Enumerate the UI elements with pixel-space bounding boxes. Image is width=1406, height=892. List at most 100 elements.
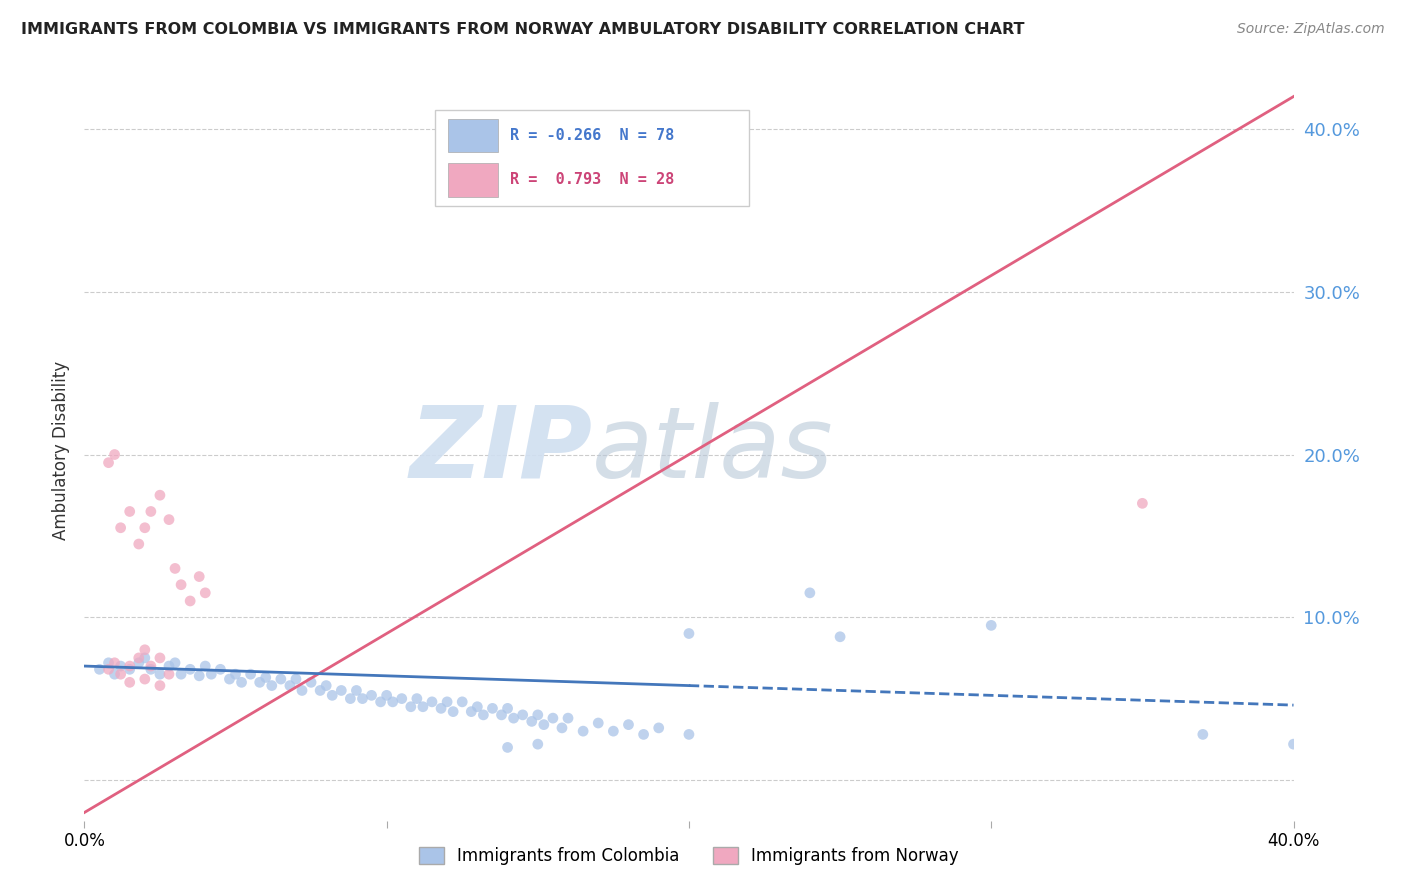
- Point: [128, 651, 150, 665]
- Point: [481, 701, 503, 715]
- Point: [118, 675, 141, 690]
- Point: [165, 561, 187, 575]
- Point: [157, 513, 180, 527]
- Point: [527, 707, 550, 722]
- Point: [309, 683, 332, 698]
- Point: [321, 689, 343, 703]
- Point: [134, 672, 156, 686]
- Point: [225, 667, 247, 681]
- Point: [149, 667, 172, 681]
- Point: [1282, 737, 1305, 751]
- Point: [209, 662, 232, 676]
- Point: [541, 711, 564, 725]
- Point: [97, 456, 120, 470]
- Point: [118, 662, 141, 676]
- Point: [157, 667, 180, 681]
- Point: [110, 667, 132, 681]
- Point: [572, 724, 595, 739]
- Point: [391, 691, 413, 706]
- Point: [1130, 496, 1153, 510]
- Point: [339, 691, 361, 706]
- Point: [430, 701, 453, 715]
- Point: [254, 670, 277, 684]
- Point: [496, 701, 519, 715]
- Point: [97, 662, 120, 676]
- Point: [527, 737, 550, 751]
- Point: [330, 683, 353, 698]
- Point: [218, 672, 240, 686]
- Point: [260, 679, 283, 693]
- Point: [399, 699, 422, 714]
- Point: [467, 699, 489, 714]
- Point: [291, 683, 314, 698]
- Point: [412, 699, 434, 714]
- Point: [299, 675, 322, 690]
- Point: [139, 662, 162, 676]
- Point: [436, 695, 458, 709]
- Legend: Immigrants from Colombia, Immigrants from Norway: Immigrants from Colombia, Immigrants fro…: [412, 840, 966, 871]
- Point: [239, 667, 262, 681]
- Point: [496, 740, 519, 755]
- Point: [104, 667, 127, 681]
- Point: [128, 656, 150, 670]
- Point: [110, 659, 132, 673]
- Point: [165, 656, 187, 670]
- Point: [170, 577, 193, 591]
- Point: [149, 679, 172, 693]
- Point: [188, 669, 211, 683]
- Point: [194, 659, 217, 673]
- Point: [134, 651, 156, 665]
- Text: atlas: atlas: [592, 402, 834, 499]
- Point: [134, 521, 156, 535]
- Y-axis label: Ambulatory Disability: Ambulatory Disability: [52, 361, 70, 540]
- Point: [617, 717, 640, 731]
- Point: [285, 672, 308, 686]
- Point: [588, 716, 610, 731]
- Point: [249, 675, 271, 690]
- Point: [278, 679, 301, 693]
- Point: [200, 667, 222, 681]
- Point: [231, 675, 253, 690]
- Point: [128, 537, 150, 551]
- Point: [512, 707, 534, 722]
- Point: [194, 586, 217, 600]
- Point: [830, 630, 852, 644]
- Point: [134, 642, 156, 657]
- Point: [179, 662, 201, 676]
- Point: [451, 695, 474, 709]
- Point: [346, 683, 368, 698]
- Point: [678, 626, 700, 640]
- Point: [520, 714, 543, 729]
- Point: [381, 695, 404, 709]
- Point: [491, 707, 513, 722]
- Point: [104, 448, 127, 462]
- Point: [179, 594, 201, 608]
- Point: [502, 711, 524, 725]
- Point: [980, 618, 1002, 632]
- Point: [633, 727, 655, 741]
- Point: [648, 721, 671, 735]
- Point: [118, 659, 141, 673]
- Point: [270, 672, 292, 686]
- Point: [557, 711, 579, 725]
- Point: [188, 569, 211, 583]
- Point: [315, 679, 337, 693]
- Point: [170, 667, 193, 681]
- Point: [352, 691, 374, 706]
- Point: [118, 504, 141, 518]
- Text: ZIP: ZIP: [409, 402, 592, 499]
- Point: [370, 695, 392, 709]
- Point: [139, 659, 162, 673]
- Point: [420, 695, 443, 709]
- Text: Source: ZipAtlas.com: Source: ZipAtlas.com: [1237, 22, 1385, 37]
- Point: [139, 504, 162, 518]
- Point: [472, 707, 495, 722]
- Point: [149, 488, 172, 502]
- Point: [157, 659, 180, 673]
- Text: IMMIGRANTS FROM COLOMBIA VS IMMIGRANTS FROM NORWAY AMBULATORY DISABILITY CORRELA: IMMIGRANTS FROM COLOMBIA VS IMMIGRANTS F…: [21, 22, 1025, 37]
- Point: [1192, 727, 1215, 741]
- Point: [375, 689, 398, 703]
- Point: [441, 705, 464, 719]
- Point: [406, 691, 429, 706]
- Point: [551, 721, 574, 735]
